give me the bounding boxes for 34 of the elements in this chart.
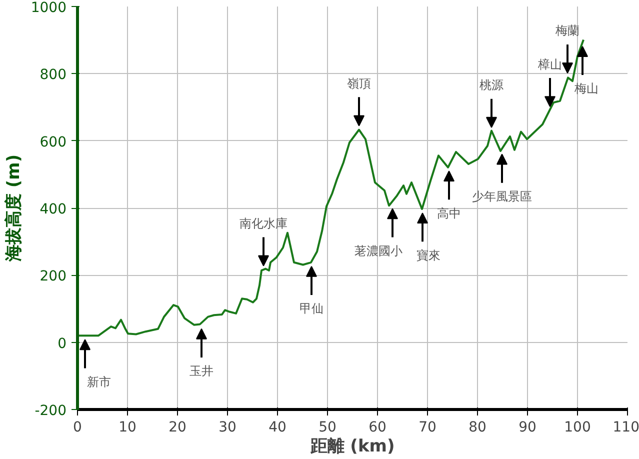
annotation: 嶺頂 (347, 76, 371, 90)
annotation: 寶來 (416, 248, 440, 262)
annotation: 荖濃國小 (354, 244, 402, 258)
annotation: 桃源 (480, 78, 504, 92)
x-tick-label: 40 (268, 420, 286, 436)
annotation: 梅山 (574, 82, 598, 96)
annotation: 樟山 (537, 57, 562, 72)
x-tick-label: 110 (612, 420, 639, 436)
x-tick-label: 20 (168, 420, 186, 436)
y-tick-label: 1000 (30, 0, 67, 16)
annotation: 玉井 (190, 364, 214, 378)
annotation: 新市 (87, 374, 111, 389)
annotation: 南化水庫 (240, 216, 288, 230)
annotation: 高中 (437, 206, 461, 220)
y-tick-label: 800 (40, 67, 67, 84)
x-tick-label: 80 (468, 420, 486, 436)
x-tick-label: 50 (318, 420, 336, 436)
annotation: 少年風景區 (472, 190, 532, 204)
x-tick-label: 30 (218, 420, 236, 436)
annotation: 甲仙 (300, 302, 324, 316)
x-tick-label: 90 (518, 420, 536, 436)
y-tick-label: 0 (58, 336, 67, 352)
y-tick-label: 400 (40, 202, 67, 218)
x-tick-label: 10 (118, 420, 136, 436)
y-tick-label: 200 (40, 268, 67, 285)
y-tick-label: -200 (34, 403, 67, 419)
y-tick-label: 600 (40, 134, 67, 150)
y-axis-title: 海拔高度 (m) (4, 154, 24, 263)
x-tick-label: 70 (418, 420, 436, 436)
x-tick-label: 60 (368, 420, 386, 436)
x-tick-label: 100 (564, 420, 591, 436)
annotation: 梅蘭 (554, 24, 580, 38)
x-axis-title: 距離 (km) (309, 436, 395, 456)
x-tick-label: 0 (73, 420, 82, 436)
